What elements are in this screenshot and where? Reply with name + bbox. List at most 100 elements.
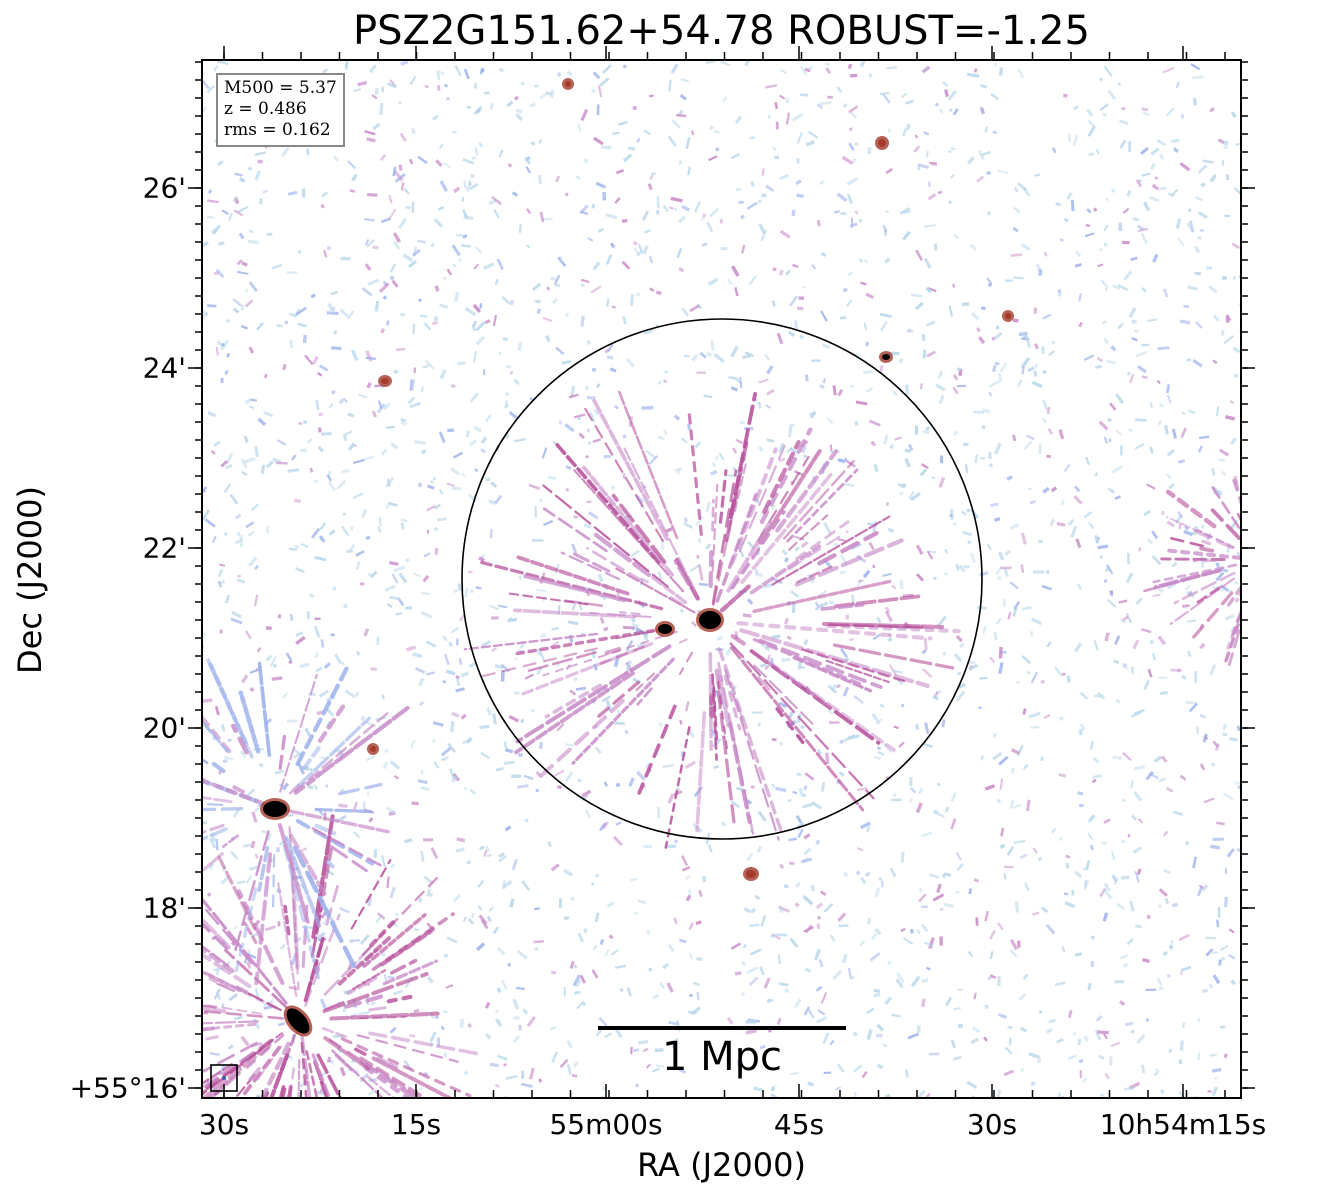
noise-speckle <box>876 1034 882 1038</box>
noise-speckle <box>657 807 660 818</box>
noise-speckle <box>518 1025 521 1031</box>
noise-speckle <box>1039 444 1042 455</box>
noise-speckle <box>1113 756 1118 759</box>
noise-speckle <box>957 385 966 387</box>
noise-speckle <box>592 368 596 372</box>
noise-speckle <box>1013 319 1019 323</box>
emission-streak <box>1311 573 1321 580</box>
info-redshift: z = 0.486 <box>224 99 337 120</box>
noise-speckle <box>761 194 766 198</box>
noise-speckle <box>362 802 365 810</box>
noise-speckle <box>799 296 804 299</box>
noise-speckle <box>921 906 928 908</box>
noise-speckle <box>303 335 307 343</box>
noise-speckle <box>513 1017 519 1020</box>
noise-speckle <box>532 539 544 542</box>
noise-speckle <box>796 158 799 164</box>
noise-speckle <box>423 838 433 841</box>
noise-speckle <box>1121 876 1129 880</box>
noise-speckle <box>557 785 562 788</box>
emission-streak <box>1276 611 1282 631</box>
noise-speckle <box>917 1025 921 1032</box>
noise-speckle <box>909 777 912 786</box>
noise-speckle <box>564 987 566 996</box>
noise-speckle <box>944 572 948 575</box>
x-axis-label: RA (J2000) <box>202 1146 1241 1184</box>
noise-speckle <box>1041 346 1045 354</box>
y-tick-label: +55°16' <box>70 1072 186 1105</box>
noise-speckle <box>868 147 872 154</box>
noise-speckle <box>287 720 297 723</box>
noise-speckle <box>1135 418 1146 422</box>
noise-speckle <box>1225 868 1227 874</box>
noise-speckle <box>1118 756 1121 760</box>
y-tick-label: 18' <box>143 892 186 925</box>
emission-streak <box>1298 585 1321 611</box>
emission-streak <box>1284 575 1305 588</box>
noise-speckle <box>776 122 779 130</box>
noise-speckle <box>193 286 202 289</box>
noise-speckle <box>1196 726 1199 734</box>
noise-speckle <box>367 791 369 795</box>
noise-speckle <box>534 506 536 518</box>
noise-speckle <box>470 589 473 593</box>
noise-speckle <box>1224 897 1228 907</box>
noise-speckle <box>1194 671 1196 683</box>
noise-speckle <box>957 989 963 991</box>
noise-speckle <box>444 954 449 958</box>
noise-speckle <box>957 367 962 371</box>
noise-speckle <box>1071 890 1074 895</box>
scale-bar-label: 1 Mpc <box>598 1034 846 1080</box>
noise-speckle <box>1212 838 1224 841</box>
noise-speckle <box>601 146 611 150</box>
noise-speckle <box>917 166 920 170</box>
emission-streak <box>138 773 199 789</box>
noise-speckle <box>980 457 985 459</box>
noise-speckle <box>1127 553 1130 565</box>
emission-streak <box>316 810 371 812</box>
noise-speckle <box>503 337 508 340</box>
emission-streak <box>298 1060 299 1112</box>
noise-speckle <box>360 582 365 585</box>
y-axis-label: Dec (J2000) <box>11 486 49 674</box>
noise-speckle <box>278 921 281 926</box>
y-tick-label: 24' <box>143 352 186 385</box>
noise-speckle <box>302 188 306 197</box>
noise-speckle <box>999 647 1003 659</box>
noise-speckle <box>698 538 701 543</box>
noise-speckle <box>1195 272 1201 275</box>
noise-speckle <box>341 257 351 260</box>
emission-streak <box>1283 597 1300 624</box>
noise-speckle <box>1114 980 1124 983</box>
noise-speckle <box>307 611 310 619</box>
noise-speckle <box>674 208 677 212</box>
noise-speckle <box>915 426 918 435</box>
noise-speckle <box>1221 330 1225 335</box>
noise-speckle <box>1109 1056 1112 1065</box>
noise-speckle <box>751 785 755 788</box>
noise-speckle <box>418 483 422 487</box>
emission-streak <box>370 1008 385 1010</box>
noise-speckle <box>268 233 272 235</box>
noise-speckle <box>840 212 846 215</box>
noise-speckle <box>853 1032 857 1036</box>
noise-speckle <box>1218 960 1221 966</box>
noise-speckle <box>604 455 612 459</box>
noise-speckle <box>276 847 280 852</box>
noise-speckle <box>697 372 706 374</box>
noise-speckle <box>584 158 588 163</box>
noise-speckle <box>803 794 806 797</box>
noise-speckle <box>1088 152 1094 156</box>
noise-speckle <box>934 244 937 251</box>
noise-speckle <box>539 742 543 749</box>
noise-speckle <box>643 845 651 848</box>
noise-speckle <box>220 630 223 634</box>
faint-source <box>878 139 886 147</box>
noise-speckle <box>997 976 1000 986</box>
noise-speckle <box>1122 241 1130 245</box>
noise-speckle <box>386 505 389 509</box>
noise-speckle <box>273 664 277 668</box>
noise-speckle <box>923 349 926 358</box>
noise-speckle <box>687 424 691 430</box>
noise-speckle <box>1033 570 1044 573</box>
